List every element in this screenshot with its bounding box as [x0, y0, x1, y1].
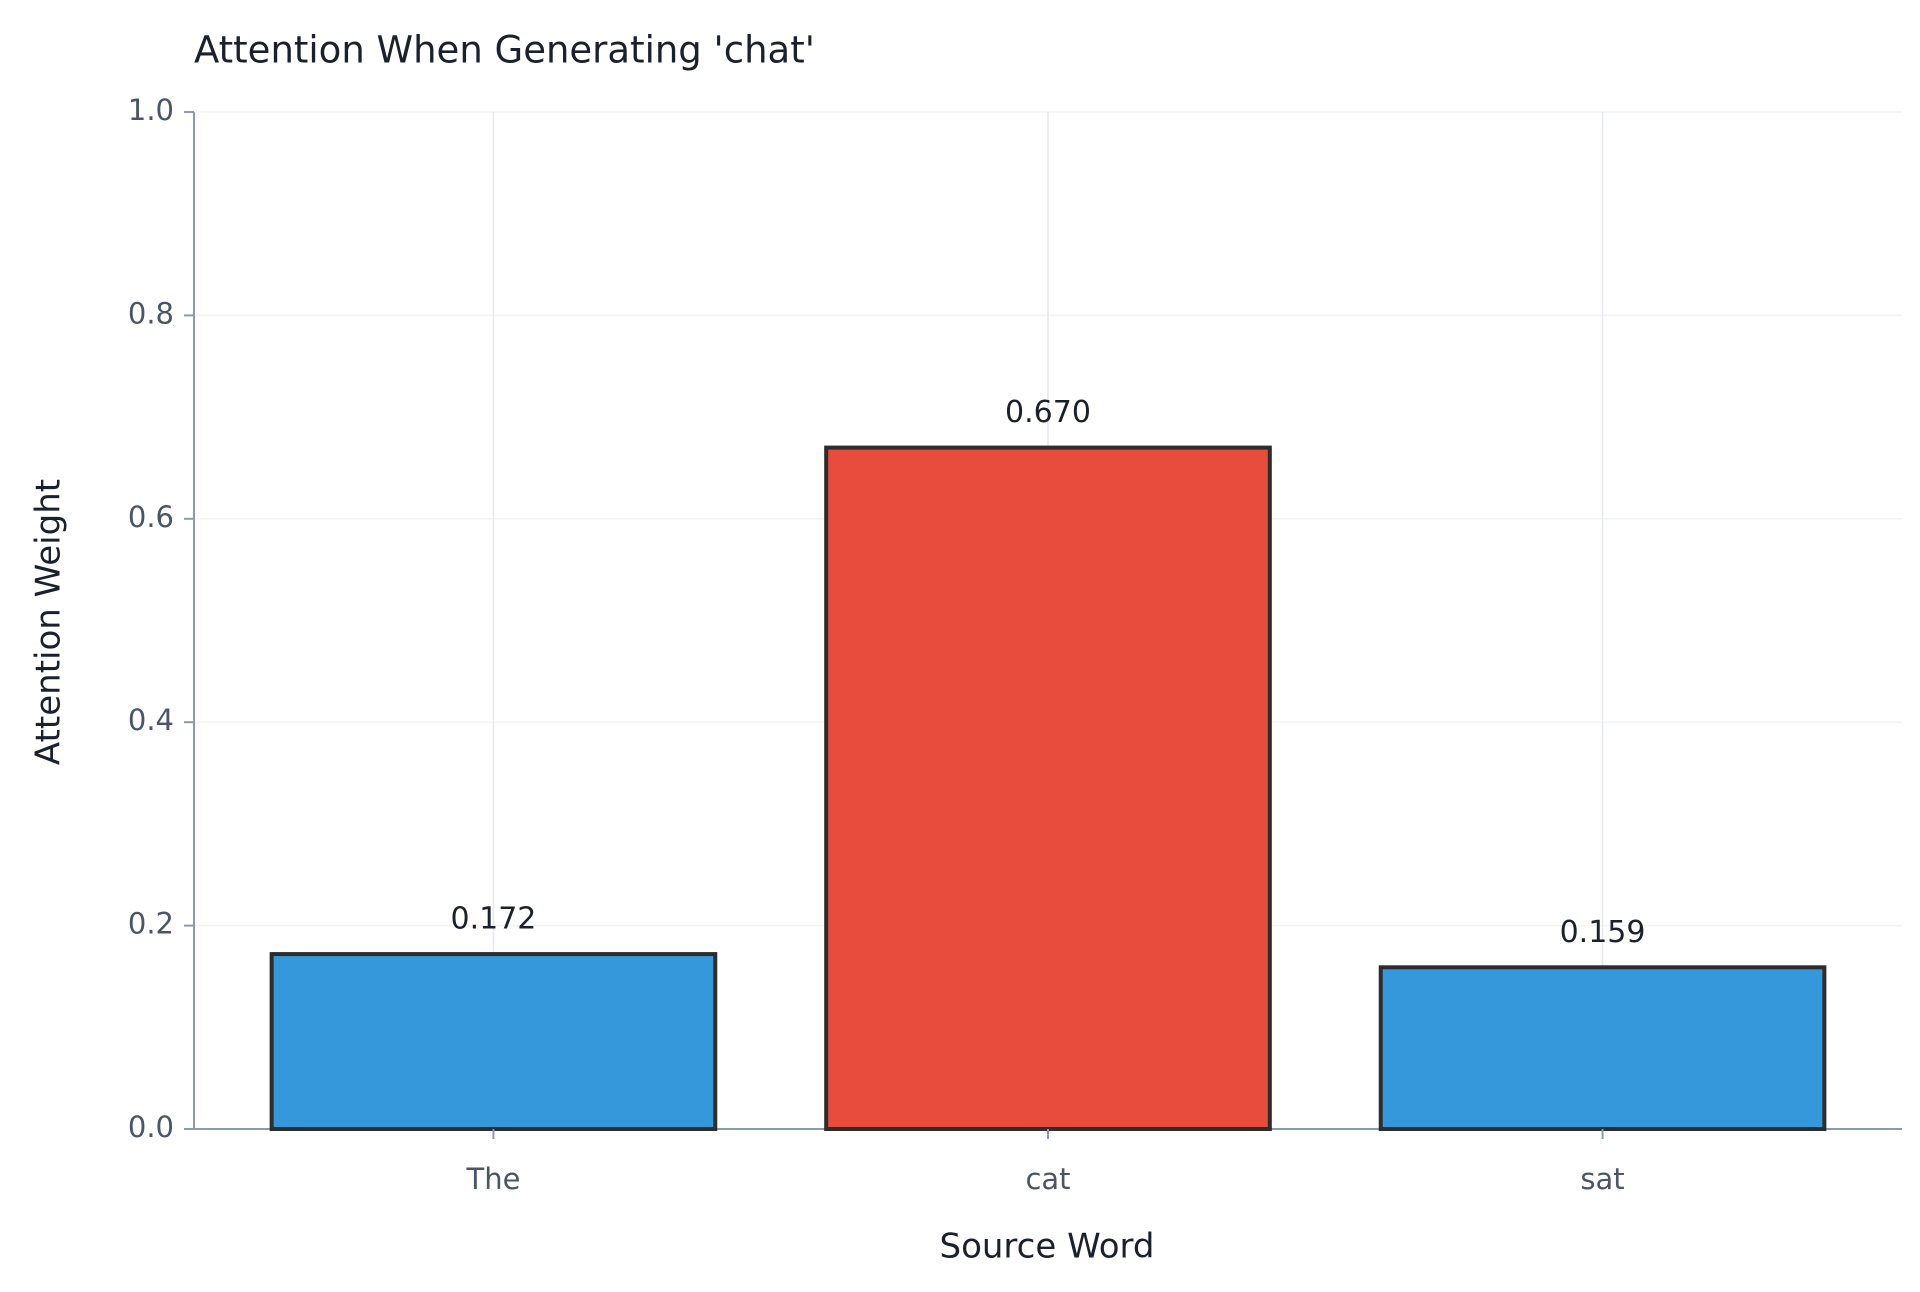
chart-title: Attention When Generating 'chat' [194, 29, 815, 72]
y-tick-label: 0.4 [128, 703, 174, 737]
bar [1378, 965, 1827, 1131]
x-tick-label: The [465, 1162, 520, 1196]
x-axis-title: Source Word [940, 1227, 1155, 1267]
y-tick-label: 0.8 [128, 296, 174, 330]
y-tick-label: 1.0 [128, 93, 174, 127]
x-tick-label: sat [1580, 1162, 1624, 1196]
value-label: 0.172 [451, 902, 537, 937]
value-label: 0.670 [1005, 395, 1091, 430]
bar [269, 952, 718, 1131]
value-label: 0.159 [1560, 915, 1646, 950]
y-tick-label: 0.2 [128, 907, 174, 941]
x-tick-label: cat [1025, 1162, 1070, 1196]
y-tick-label: 0.6 [128, 500, 174, 534]
bar [824, 445, 1272, 1131]
y-tick-label: 0.0 [128, 1110, 174, 1144]
y-axis-title: Attention Weight [29, 479, 69, 765]
